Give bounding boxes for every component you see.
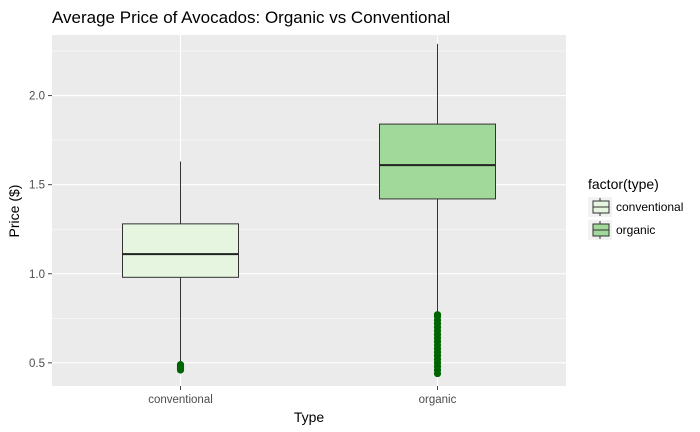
plot-panel: [52, 35, 566, 386]
box-conventional: [122, 161, 239, 374]
legend-title: factor(type): [588, 176, 659, 192]
x-axis-label: Type: [294, 409, 325, 425]
legend-key-conventional: [588, 197, 612, 217]
outlier-point: [433, 311, 442, 319]
y-tick-label: 1.0: [29, 269, 45, 281]
legend-key-organic: [588, 220, 612, 240]
boxes: [122, 43, 496, 378]
iqr-box: [379, 123, 496, 200]
x-tick-label: conventional: [148, 394, 213, 406]
iqr-box: [122, 223, 239, 278]
x-axis-ticks: conventional organic: [148, 386, 457, 406]
legend-label: organic: [616, 223, 655, 237]
chart-title: Average Price of Avocados: Organic vs Co…: [52, 8, 450, 27]
y-tick-label: 2.0: [29, 91, 45, 103]
legend: factor(type) conventional organic: [588, 176, 683, 240]
y-axis-ticks: 0.5 1.0 1.5 2.0: [29, 91, 52, 370]
legend-label: conventional: [616, 200, 683, 214]
y-axis-label: Price ($): [6, 185, 22, 238]
y-tick-label: 1.5: [29, 180, 45, 192]
y-tick-label: 0.5: [29, 358, 45, 370]
x-tick-label: organic: [419, 394, 457, 406]
outlier-point: [176, 361, 185, 369]
box-organic: [379, 43, 496, 378]
